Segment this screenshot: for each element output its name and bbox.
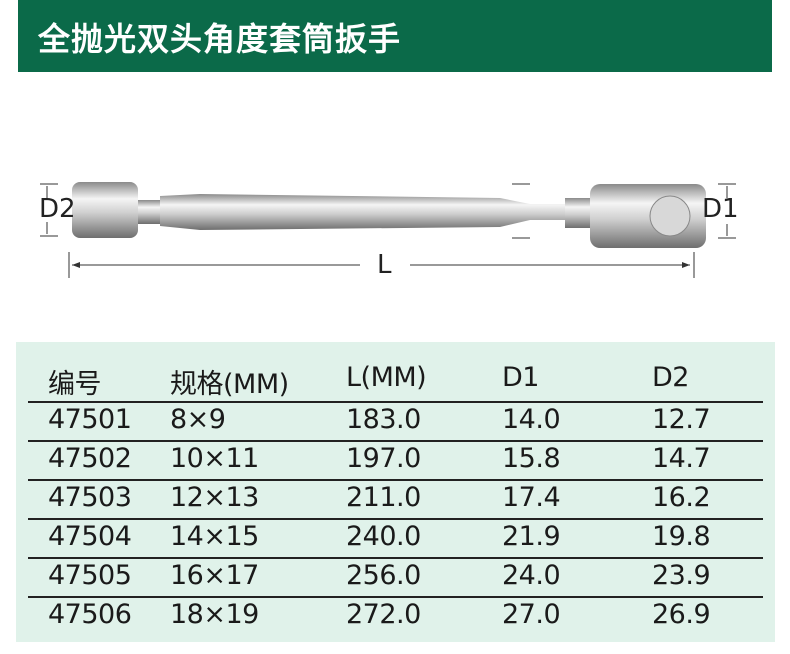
table-cell: 240.0 xyxy=(346,521,421,552)
length-label: L xyxy=(377,250,392,280)
d1-label: D1 xyxy=(702,194,739,224)
table-row: 47504 14×15 240.0 21.9 19.8 xyxy=(34,519,764,558)
table-cell: 47504 xyxy=(48,521,132,552)
header-cell: L(MM) xyxy=(346,362,427,393)
table-cell: 47501 xyxy=(48,404,132,435)
table-row: 47506 18×19 272.0 27.0 26.9 xyxy=(34,597,764,636)
table-cell: 14.7 xyxy=(652,443,711,474)
table-row: 47503 12×13 211.0 17.4 16.2 xyxy=(34,480,764,519)
table-cell: 12.7 xyxy=(652,404,711,435)
table-cell: 26.9 xyxy=(652,599,711,630)
table-cell: 47506 xyxy=(48,599,132,630)
table-row: 47501 8×9 183.0 14.0 12.7 xyxy=(34,402,764,441)
table-cell: 27.0 xyxy=(502,599,561,630)
table-cell: 16×17 xyxy=(170,560,259,591)
page-title: 全抛光双头角度套筒扳手 xyxy=(38,20,402,58)
table-cell: 18×19 xyxy=(170,599,259,630)
table-cell: 16.2 xyxy=(652,482,711,513)
wrench-image xyxy=(40,182,736,278)
header-cell: D1 xyxy=(502,362,539,393)
header-cell: D2 xyxy=(652,362,689,393)
table-cell: 19.8 xyxy=(652,521,711,552)
wrench-diagram: D2 D1 L xyxy=(30,160,760,284)
table-cell: 21.9 xyxy=(502,521,561,552)
table-cell: 47505 xyxy=(48,560,132,591)
table-cell: 47503 xyxy=(48,482,132,513)
table-cell: 12×13 xyxy=(170,482,259,513)
table-cell: 14.0 xyxy=(502,404,561,435)
table-header: 编号 规格(MM) L(MM) D1 D2 xyxy=(34,360,764,400)
row-divider xyxy=(28,518,763,520)
table-cell: 256.0 xyxy=(346,560,421,591)
d2-label: D2 xyxy=(39,194,76,224)
table-cell: 15.8 xyxy=(502,443,561,474)
table-cell: 24.0 xyxy=(502,560,561,591)
table-cell: 17.4 xyxy=(502,482,561,513)
table-cell: 272.0 xyxy=(346,599,421,630)
row-divider xyxy=(28,557,763,559)
table-cell: 10×11 xyxy=(170,443,259,474)
title-banner: 全抛光双头角度套筒扳手 xyxy=(18,0,772,72)
header-cell: 规格(MM) xyxy=(170,369,289,400)
table-cell: 211.0 xyxy=(346,482,421,513)
row-divider xyxy=(28,440,763,442)
row-divider xyxy=(28,479,763,481)
table-cell: 183.0 xyxy=(346,404,421,435)
table-row: 47505 16×17 256.0 24.0 23.9 xyxy=(34,558,764,597)
spec-table: 编号 规格(MM) L(MM) D1 D2 47501 8×9 183.0 14.0 1… xyxy=(16,342,775,642)
row-divider xyxy=(28,401,763,403)
table-row: 47502 10×11 197.0 15.8 14.7 xyxy=(34,441,764,480)
table-cell: 8×9 xyxy=(170,404,226,435)
header-cell: 编号 xyxy=(48,369,102,400)
row-divider xyxy=(28,596,763,598)
table-cell: 47502 xyxy=(48,443,132,474)
table-cell: 23.9 xyxy=(652,560,711,591)
table-cell: 14×15 xyxy=(170,521,259,552)
table-cell: 197.0 xyxy=(346,443,421,474)
